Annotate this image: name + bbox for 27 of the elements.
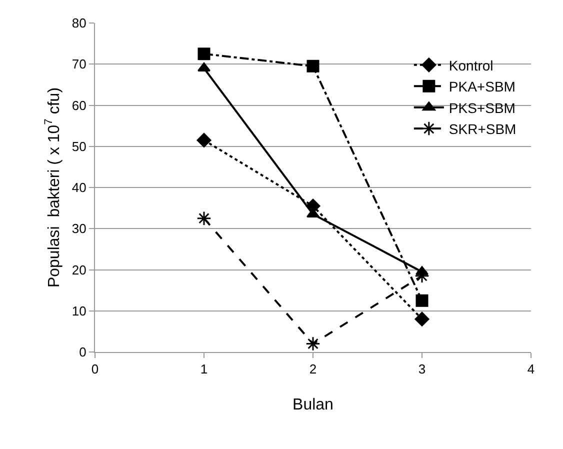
point xyxy=(196,132,212,148)
point xyxy=(198,48,210,60)
legend-label: SKR+SBM xyxy=(448,120,516,137)
y-tick-label: 70 xyxy=(72,56,86,72)
point xyxy=(416,294,428,307)
y-tick-label: 20 xyxy=(72,262,86,278)
x-tick-label: 1 xyxy=(200,362,208,377)
point xyxy=(306,336,320,352)
x-tick-label: 2 xyxy=(309,362,317,377)
y-tick-label: 0 xyxy=(79,344,86,360)
legend-label: PKS+SBM xyxy=(448,100,516,116)
y-tick-label: 50 xyxy=(72,138,86,154)
y-tick-label: 60 xyxy=(72,98,86,113)
x-tick-label: 3 xyxy=(418,362,426,377)
x-tick-label: 4 xyxy=(527,362,535,377)
y-tick-label: 30 xyxy=(72,221,86,236)
point xyxy=(414,268,430,284)
legend-label: Kontrol xyxy=(448,57,494,74)
point xyxy=(414,312,430,326)
x-axis-title: Bulan xyxy=(292,396,334,414)
x-tick-label: 0 xyxy=(91,362,99,377)
y-tick-label: 40 xyxy=(72,180,86,196)
y-tick-label: 10 xyxy=(72,303,86,318)
legend-label: PKA+SBM xyxy=(448,78,516,95)
point xyxy=(196,210,212,226)
point xyxy=(306,60,320,72)
y-tick-label: 80 xyxy=(72,16,86,31)
